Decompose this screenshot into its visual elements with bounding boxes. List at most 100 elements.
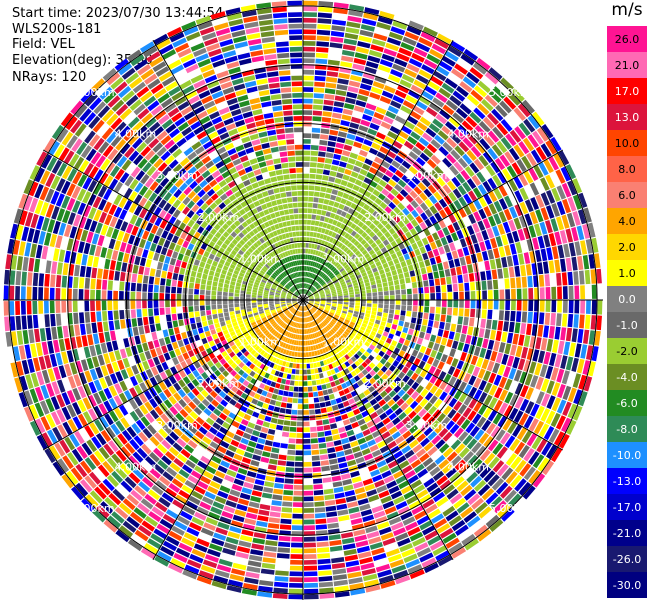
range-gate (134, 396, 143, 407)
range-gate (535, 391, 545, 405)
range-gate (462, 76, 477, 89)
range-gate (363, 190, 372, 198)
range-gate (347, 268, 353, 274)
range-gate (158, 381, 167, 391)
range-gate (377, 265, 384, 271)
range-gate (257, 591, 273, 598)
range-gate (487, 147, 498, 160)
range-gate (251, 490, 263, 497)
range-gate (424, 333, 431, 341)
range-gate (453, 389, 463, 400)
range-gate (264, 397, 271, 404)
range-gate (323, 482, 333, 489)
range-gate (176, 293, 182, 300)
range-gate (323, 163, 332, 170)
range-gate (401, 198, 410, 207)
range-gate (383, 342, 390, 349)
range-gate (562, 286, 568, 299)
range-gate (341, 114, 352, 121)
range-gate (332, 327, 337, 333)
range-gate (169, 350, 176, 359)
range-gate (39, 259, 46, 273)
range-gate (377, 569, 392, 578)
range-gate (151, 366, 159, 376)
range-gate (290, 333, 294, 339)
range-gate (526, 238, 534, 252)
range-gate (372, 307, 377, 312)
range-gate (461, 120, 474, 132)
range-gate (284, 385, 290, 391)
range-gate (476, 57, 491, 71)
range-gate (289, 362, 293, 368)
range-gate (525, 264, 532, 276)
range-gate (314, 350, 318, 356)
range-gate (299, 317, 302, 323)
range-gate (388, 280, 394, 287)
range-gate (247, 440, 257, 448)
range-gate (87, 255, 94, 267)
range-gate (416, 547, 432, 558)
range-gate (354, 250, 361, 256)
range-gate (401, 294, 407, 300)
range-gate (382, 239, 390, 246)
range-gate (214, 322, 221, 329)
range-gate (209, 412, 218, 421)
range-gate (147, 292, 153, 300)
range-gate (243, 332, 250, 338)
range-gate (307, 284, 311, 290)
range-gate (381, 316, 388, 322)
range-gate (297, 317, 300, 322)
range-gate (142, 275, 149, 284)
range-gate (274, 302, 280, 305)
range-gate (393, 376, 402, 385)
range-gate (313, 281, 318, 286)
range-gate (359, 347, 366, 354)
range-gate (269, 294, 274, 297)
range-gate (403, 271, 410, 278)
range-gate (290, 559, 303, 565)
range-gate (197, 327, 204, 334)
range-gate (326, 317, 331, 322)
range-gate (303, 277, 306, 283)
range-gate (161, 361, 169, 371)
range-gate (40, 400, 50, 415)
range-gate (187, 373, 196, 381)
range-gate (270, 289, 275, 293)
range-gate (454, 63, 468, 75)
range-gate (312, 345, 317, 351)
range-gate (419, 116, 431, 127)
range-gate (486, 360, 495, 372)
range-gate (433, 398, 443, 409)
range-gate (62, 325, 69, 338)
range-gate (360, 182, 369, 190)
range-gate (257, 297, 263, 300)
range-gate (438, 87, 452, 99)
range-gate (36, 371, 45, 386)
range-gate (406, 63, 420, 73)
range-gate (556, 185, 566, 200)
range-gate (398, 426, 408, 435)
range-gate (236, 351, 243, 358)
range-gate (360, 268, 366, 274)
range-gate (393, 314, 400, 320)
range-gate (290, 554, 303, 559)
range-gate (130, 300, 136, 309)
range-gate (345, 279, 351, 284)
range-gate (349, 122, 360, 130)
range-gate (97, 321, 103, 333)
range-gate (344, 361, 351, 368)
range-gate (310, 287, 315, 291)
range-gate (165, 535, 180, 547)
range-gate (292, 302, 298, 304)
range-gate (268, 355, 274, 362)
range-gate (165, 293, 170, 300)
range-gate (181, 331, 188, 339)
range-gate (334, 492, 345, 499)
range-gate (276, 307, 281, 311)
range-gate (30, 343, 38, 358)
range-gate (447, 45, 462, 57)
range-gate (304, 260, 307, 265)
range-gate (398, 273, 404, 280)
range-gate (326, 280, 332, 284)
range-gate (280, 322, 285, 327)
